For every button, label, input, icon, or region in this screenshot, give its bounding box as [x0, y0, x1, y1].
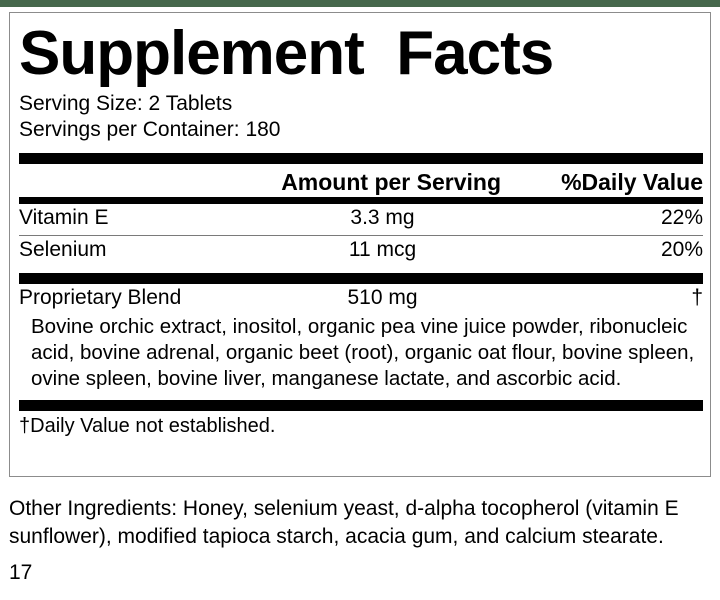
rule-above-proprietary-blend [19, 273, 703, 284]
rule-under-header [19, 197, 703, 204]
serving-size-line: Serving Size: 2 Tablets [19, 92, 233, 115]
column-header-amount-per-serving: Amount per Serving [281, 169, 501, 195]
proprietary-blend-daily-value: † [691, 286, 703, 309]
other-ingredients-text: Other Ingredients: Honey, selenium yeast… [9, 497, 679, 548]
nutrient-daily-value: 20% [660, 238, 703, 261]
rule-below-blend [19, 400, 703, 411]
top-color-band [0, 0, 720, 7]
table-row: Selenium 11 mcg 20% [19, 236, 703, 267]
nutrient-amount: 3.3 mg [350, 206, 415, 229]
table-row: Vitamin E 3.3 mg 22% [19, 204, 703, 235]
proprietary-blend-ingredients: Bovine orchic extract, inositol, organic… [31, 315, 695, 390]
proprietary-blend-row: Proprietary Blend 510 mg † [19, 284, 703, 314]
table-header-row: Amount per Serving %Daily Value [19, 164, 703, 197]
nutrient-name: Vitamin E [19, 206, 109, 229]
servings-per-container-line: Servings per Container: 180 [19, 118, 281, 141]
proprietary-blend-amount: 510 mg [347, 286, 418, 309]
supplement-facts-title: Supplement Facts [19, 19, 554, 88]
supplement-facts-panel: Supplement Facts Serving Size: 2 Tablets… [9, 12, 711, 477]
panel-content: Supplement Facts Serving Size: 2 Tablets… [19, 17, 703, 439]
nutrient-daily-value: 22% [660, 206, 703, 229]
column-header-daily-value: %Daily Value [561, 169, 703, 195]
daily-value-footnote: †Daily Value not established. [19, 415, 276, 437]
nutrient-name: Selenium [19, 238, 107, 261]
rule-top-thick [19, 153, 703, 164]
spacer-before-bottom-rule [19, 392, 703, 400]
rule-between-nutrients [19, 235, 703, 236]
nutrient-amount: 11 mcg [348, 238, 417, 261]
spacer-before-top-rule [19, 143, 703, 153]
page-number: 17 [9, 561, 33, 584]
proprietary-blend-name: Proprietary Blend [19, 286, 182, 309]
